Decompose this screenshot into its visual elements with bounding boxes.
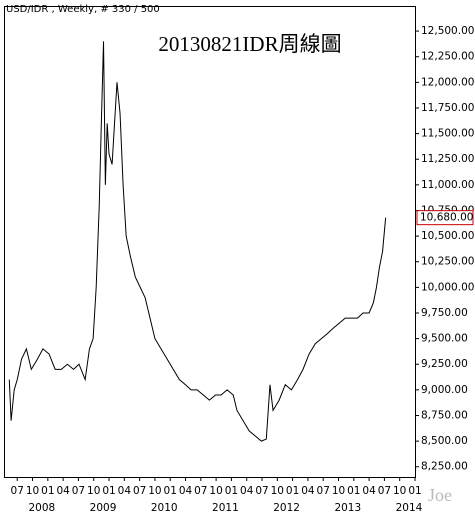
x-tick-label: 07 xyxy=(378,485,391,497)
x-tick-label: 10 xyxy=(332,485,345,497)
y-tick-label: 8,250.00 xyxy=(421,461,468,473)
x-tick-label: 04 xyxy=(179,485,193,497)
x-tick-label: 10 xyxy=(393,485,406,497)
x-tick-label: 01 xyxy=(408,485,421,497)
y-tick-label: 11,250.00 xyxy=(421,153,474,165)
y-tick-label: 11,000.00 xyxy=(421,179,474,191)
y-tick-label: 10,000.00 xyxy=(421,281,474,293)
x-tick-label: 07 xyxy=(194,485,207,497)
plot-frame xyxy=(4,6,416,478)
x-tick-label: 01 xyxy=(164,485,177,497)
price-line xyxy=(8,41,387,442)
year-label: 2012 xyxy=(273,502,300,514)
x-tick-label: 04 xyxy=(56,485,70,497)
year-label: 2013 xyxy=(334,502,361,514)
x-tick-label: 07 xyxy=(317,485,330,497)
x-tick-label: 01 xyxy=(41,485,54,497)
x-tick-label: 10 xyxy=(26,485,39,497)
y-tick-label: 8,750.00 xyxy=(421,409,468,421)
year-label: 2010 xyxy=(151,502,178,514)
x-tick-label: 07 xyxy=(255,485,268,497)
last-price-box xyxy=(416,210,474,226)
x-tick-label: 10 xyxy=(148,485,161,497)
y-tick-label: 10,500.00 xyxy=(421,230,474,242)
x-tick-label: 07 xyxy=(11,485,24,497)
year-label: 2008 xyxy=(28,502,55,514)
x-tick-label: 07 xyxy=(133,485,146,497)
year-label: 2014 xyxy=(396,502,423,514)
y-tick-label: 12,500.00 xyxy=(421,25,474,37)
year-label: 2009 xyxy=(90,502,117,514)
x-tick-label: 04 xyxy=(118,485,132,497)
chart-title: 20130821IDR周線圖 xyxy=(158,32,341,56)
watermark: Joe xyxy=(428,485,452,505)
y-tick-label: 9,750.00 xyxy=(421,307,468,319)
y-tick-label: 9,250.00 xyxy=(421,358,468,370)
x-tick-label: 04 xyxy=(240,485,254,497)
x-tick-label: 01 xyxy=(225,485,238,497)
x-tick-label: 07 xyxy=(72,485,85,497)
x-tick-label: 04 xyxy=(301,485,315,497)
x-tick-label: 10 xyxy=(87,485,100,497)
x-tick-label: 01 xyxy=(347,485,360,497)
y-tick-label: 9,500.00 xyxy=(421,333,468,345)
year-label: 2011 xyxy=(212,502,239,514)
y-tick-label: 10,250.00 xyxy=(421,256,474,268)
y-tick-label: 12,250.00 xyxy=(421,51,474,63)
x-tick-label: 10 xyxy=(209,485,222,497)
header: USD/IDR , Weekly, # 330 / 500 xyxy=(6,4,160,15)
y-tick-label: 11,750.00 xyxy=(421,102,474,114)
y-tick-label: 8,500.00 xyxy=(421,435,468,447)
y-tick-label: 9,000.00 xyxy=(421,384,468,396)
x-tick-label: 10 xyxy=(271,485,284,497)
y-tick-label: 11,500.00 xyxy=(421,128,474,140)
y-tick-label: 12,000.00 xyxy=(421,76,474,88)
x-tick-label: 01 xyxy=(102,485,115,497)
x-tick-label: 01 xyxy=(286,485,299,497)
x-tick-label: 04 xyxy=(362,485,376,497)
last-price-label: 10,680.00 xyxy=(420,212,473,224)
